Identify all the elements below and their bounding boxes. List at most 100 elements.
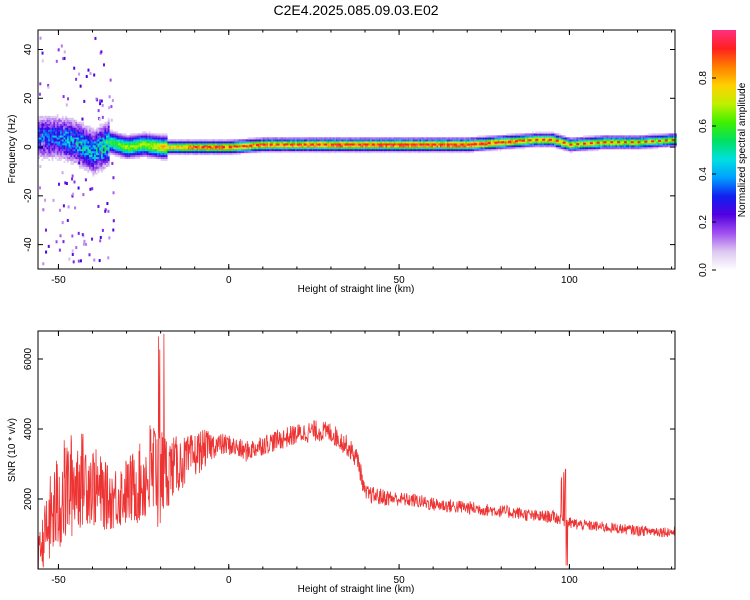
heatmap-cell — [135, 139, 137, 142]
colorbar: 0.00.20.40.60.8 Normalized spectral ampl… — [698, 30, 748, 277]
heatmap-ridge-cell — [671, 138, 675, 141]
heatmap-cell — [112, 191, 115, 195]
heatmap-cell — [182, 149, 185, 152]
heatmap-cell — [175, 141, 178, 144]
heatmap-cell — [581, 145, 584, 148]
heatmap-cell — [426, 137, 429, 140]
heatmap-cell — [458, 139, 461, 142]
heatmap-cell — [320, 147, 323, 150]
heatmap-cell — [330, 150, 333, 154]
heatmap-cell — [78, 123, 81, 126]
heatmap-cell — [106, 135, 108, 138]
heatmap-cell — [402, 150, 405, 154]
heatmap-cell — [109, 145, 112, 148]
heatmap-cell — [56, 133, 59, 136]
heatmap-cell — [227, 149, 229, 152]
heatmap-cell — [87, 135, 90, 138]
heatmap-cell — [640, 141, 643, 144]
heatmap-cell — [419, 147, 422, 150]
heatmap-cell — [606, 139, 609, 142]
heatmap-cell — [165, 150, 168, 154]
heatmap-cell — [431, 145, 434, 148]
heatmap-cell — [78, 127, 81, 130]
heatmap-cell — [126, 135, 129, 138]
heatmap-cell — [608, 141, 611, 144]
heatmap-cell — [223, 143, 226, 146]
heatmap-cell — [206, 141, 209, 144]
heatmap-cell — [330, 137, 333, 140]
heatmap-cell — [70, 154, 73, 158]
heatmap-cell — [608, 143, 611, 146]
heatmap-cell — [262, 141, 265, 144]
heatmap-cell — [576, 145, 579, 148]
heatmap-cell — [97, 145, 100, 148]
heatmap-cell — [61, 147, 64, 150]
heatmap-cell — [673, 135, 676, 138]
heatmap-cell — [128, 135, 131, 138]
heatmap-cell — [313, 149, 316, 152]
heatmap-cell — [315, 150, 318, 154]
heatmap-ridge-cell — [256, 144, 260, 147]
heatmap-cell — [361, 149, 364, 152]
heatmap-cell — [579, 143, 582, 146]
heatmap-cell — [395, 143, 398, 146]
heatmap-cell — [51, 156, 54, 160]
heatmap-cell — [416, 145, 418, 148]
heatmap-cell — [521, 143, 524, 146]
heatmap-cell — [78, 137, 81, 140]
heatmap-cell — [322, 147, 325, 150]
heatmap-cell — [131, 152, 134, 156]
heatmap-cell — [55, 137, 57, 140]
heatmap-cell — [514, 133, 517, 136]
heatmap-cell — [491, 141, 493, 144]
heatmap-cell — [58, 149, 61, 152]
heatmap-cell — [380, 139, 383, 142]
heatmap-cell — [640, 137, 643, 140]
heatmap-cell — [53, 117, 56, 120]
heatmap-cell — [400, 150, 403, 154]
heatmap-cell — [319, 137, 321, 140]
heatmap-ridge-cell — [453, 143, 457, 146]
heatmap-cell — [148, 150, 151, 154]
heatmap-cell — [516, 145, 519, 148]
heatmap-cell — [39, 125, 42, 128]
heatmap-cell — [428, 150, 430, 154]
heatmap-cell — [75, 156, 78, 160]
heatmap-cell — [550, 135, 553, 138]
heatmap-cell — [82, 242, 85, 246]
heatmap-cell — [327, 147, 330, 150]
heatmap-cell — [107, 164, 110, 167]
heatmap-cell — [613, 139, 616, 142]
heatmap-cell — [72, 150, 74, 154]
heatmap-cell — [152, 137, 154, 140]
heatmap-cell — [181, 150, 183, 154]
heatmap-cell — [77, 121, 79, 124]
heatmap-cell — [404, 149, 406, 152]
heatmap-cell — [250, 150, 253, 154]
heatmap-cell — [540, 133, 543, 136]
heatmap-ridge-cell — [242, 145, 246, 148]
heatmap-cell — [664, 137, 667, 140]
heatmap-cell — [571, 139, 573, 142]
heatmap-cell — [300, 147, 303, 150]
heatmap-cell — [548, 135, 551, 138]
heatmap-cell — [448, 139, 451, 142]
heatmap-cell — [516, 143, 519, 146]
heatmap-cell — [618, 139, 621, 142]
heatmap-cell — [259, 147, 262, 150]
heatmap-cell — [336, 139, 338, 142]
heatmap-cell — [208, 149, 211, 152]
heatmap-cell — [177, 150, 180, 154]
heatmap-cell — [264, 139, 267, 142]
heatmap-cell — [206, 152, 209, 156]
heatmap-cell — [675, 133, 677, 136]
heatmap-cell — [73, 149, 76, 152]
heatmap-cell — [43, 152, 45, 156]
heatmap-cell — [639, 137, 642, 140]
heatmap-cell — [181, 139, 183, 142]
heatmap-cell — [99, 135, 102, 138]
heatmap-cell — [167, 139, 170, 142]
heatmap-cell — [107, 256, 110, 260]
heatmap-cell — [71, 234, 74, 238]
heatmap-cell — [95, 131, 98, 134]
